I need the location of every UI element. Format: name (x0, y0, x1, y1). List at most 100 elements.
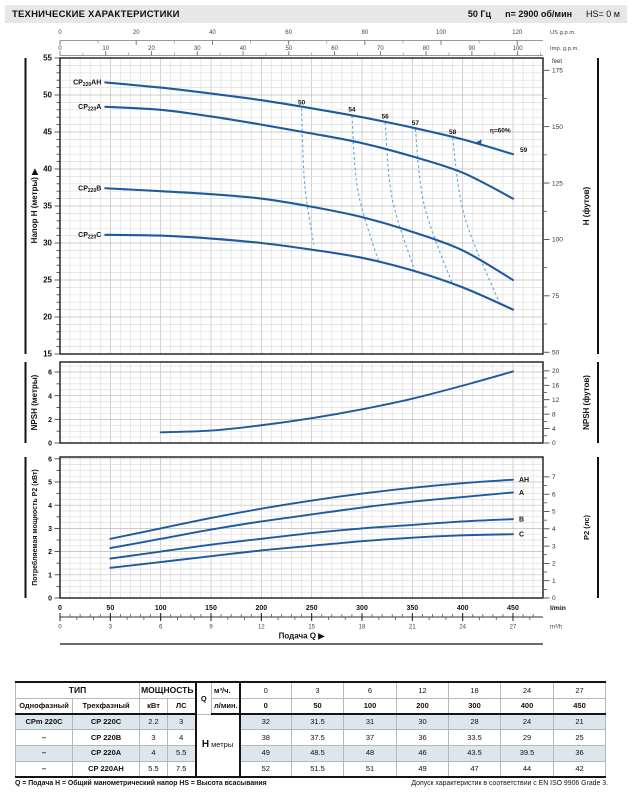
head-value: 46 (396, 744, 450, 762)
col-header-q: Q (194, 681, 213, 715)
efficiency-label-54: 54 (348, 107, 356, 114)
header-bar: ТЕХНИЧЕСКИЕ ХАРАКТЕРИСТИКИ 50 Гц n= 2900… (5, 5, 627, 23)
q-lmin-value: 300 (448, 697, 502, 715)
svg-text:0: 0 (58, 605, 62, 612)
head-value: 51.5 (291, 760, 345, 778)
svg-text:0: 0 (58, 30, 62, 36)
svg-text:35: 35 (43, 202, 52, 211)
head-value: 48.5 (291, 744, 345, 762)
svg-text:3: 3 (552, 543, 556, 550)
svg-text:4: 4 (552, 526, 556, 533)
svg-text:6: 6 (48, 370, 52, 377)
svg-text:4: 4 (552, 426, 556, 433)
power-kw: 2.2 (139, 713, 169, 731)
table-row: CPm 220C CP 220C 2.2 3 Н метры 32 31.5 31 30 28 24… (15, 713, 607, 778)
power-kw: 3 (139, 729, 169, 746)
feet-caption: feet (552, 59, 562, 65)
svg-text:20: 20 (133, 30, 140, 36)
svg-text:50: 50 (106, 605, 114, 612)
q-lmin-value: 200 (396, 697, 450, 715)
curve-label-b: B (519, 517, 524, 524)
efficiency-line-50 (301, 108, 315, 245)
svg-text:300: 300 (356, 605, 368, 612)
curve-label-cp220a: CP220A (78, 104, 101, 112)
col-header-kw: кВт (139, 697, 169, 715)
legend-note: Q = Подача Н = Общий манометрический нап… (15, 780, 267, 787)
table-row: – CP 220AH 5.5 7.5 52 51.5 51 49 47 44 42 (15, 760, 607, 778)
svg-text:2: 2 (552, 561, 556, 568)
efficiency-line-57 (414, 128, 454, 285)
efficiency-label-56: 56 (382, 113, 390, 120)
svg-text:400: 400 (457, 605, 469, 612)
head-value: 47 (448, 760, 502, 778)
svg-text:16: 16 (552, 383, 560, 390)
head-value: 49 (238, 744, 293, 762)
ylabel-right-p2: P2 (лс) (582, 514, 591, 540)
svg-text:27: 27 (510, 625, 517, 631)
svg-text:12: 12 (258, 625, 265, 631)
speed-value: n= 2900 об/мин (505, 9, 573, 19)
svg-text:50: 50 (285, 46, 292, 52)
table-row: – CP 220B 3 4 38 37.5 37 36 33.5 29 25 (15, 729, 607, 746)
svg-text:250: 250 (306, 605, 318, 612)
q-unit-m3h: м³/ч. (211, 681, 241, 699)
pump-model-three: CP 220C (71, 713, 141, 731)
flow-axis-label: Подача Q ▶ (279, 632, 326, 641)
q-m3h-value: 0 (238, 681, 293, 699)
head-value: 38 (238, 729, 293, 746)
table-body: CPm 220C CP 220C 2.2 3 Н метры 32 31.5 31 30 28 24… (15, 713, 607, 778)
svg-text:125: 125 (552, 180, 563, 187)
svg-text:18: 18 (359, 625, 366, 631)
ylabel-right-npsh: NPSH (футов) (582, 375, 591, 430)
svg-text:5: 5 (48, 480, 52, 487)
pump-model-three: CP 220B (71, 729, 141, 746)
col-header-hp: ЛС (167, 697, 197, 715)
head-value: 31 (343, 713, 398, 731)
svg-text:20: 20 (43, 313, 52, 322)
svg-text:40: 40 (209, 30, 216, 36)
svg-text:12: 12 (552, 397, 560, 404)
q-lmin-value: 100 (343, 697, 398, 715)
efficiency-label-58: 58 (449, 129, 457, 136)
bottom-scale-unit-m3h: m³/h (550, 625, 562, 631)
curve-a (109, 491, 514, 550)
top-scale-unit-1: Imp. g.p.m. (550, 46, 579, 52)
svg-text:15: 15 (308, 625, 315, 631)
power-kw: 4 (139, 744, 169, 762)
q-lmin-value: 450 (553, 697, 607, 715)
head-value: 49 (396, 760, 450, 778)
head-value: 44 (500, 760, 555, 778)
annotation: 59 (520, 147, 528, 154)
q-lmin-value: 50 (291, 697, 345, 715)
pump-model-single: – (15, 729, 73, 746)
head-value: 48 (343, 744, 398, 762)
header-specs: 50 Гц n= 2900 об/мин HS= 0 м (468, 9, 627, 19)
svg-text:0: 0 (58, 625, 62, 631)
head-value: 52 (238, 760, 293, 778)
svg-text:45: 45 (43, 128, 52, 137)
curve-label-cp220ah: CP220AH (73, 80, 101, 88)
svg-text:100: 100 (155, 605, 167, 612)
performance-charts-svg: 1520253035404550555075100125150175505456… (24, 30, 599, 645)
q-m3h-value: 27 (553, 681, 607, 699)
power-hp: 7.5 (167, 760, 197, 778)
svg-text:175: 175 (552, 67, 563, 74)
svg-text:60: 60 (285, 30, 292, 36)
efficiency-label-50: 50 (298, 99, 306, 106)
curve-label-c: C (519, 532, 524, 539)
head-value: 42 (553, 760, 607, 778)
head-value: 28 (448, 713, 502, 731)
h-unit-cell: Н метры (194, 713, 241, 778)
efficiency-line-58 (452, 137, 501, 304)
svg-text:350: 350 (407, 605, 419, 612)
head-value: 36 (396, 729, 450, 746)
col-header-type: ТИП (14, 681, 141, 699)
head-value: 21 (553, 713, 607, 731)
svg-text:0: 0 (552, 440, 556, 447)
efficiency-line-54 (351, 115, 379, 261)
svg-text:7: 7 (552, 474, 556, 481)
annotation: η=60% (490, 128, 511, 135)
q-lmin-value: 0 (238, 697, 293, 715)
